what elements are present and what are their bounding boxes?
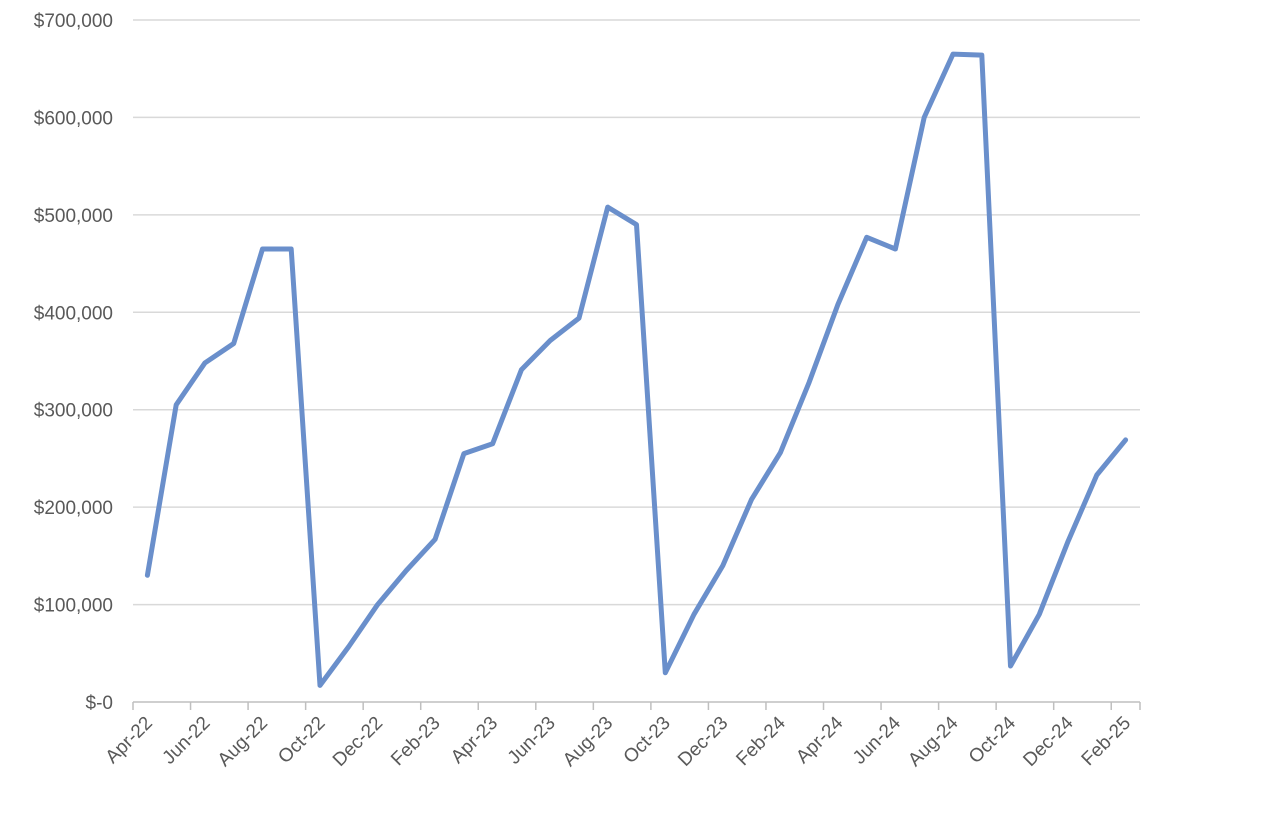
y-tick-label: $200,000 bbox=[34, 498, 113, 519]
x-tick-label: Apr-22 bbox=[102, 713, 157, 768]
x-axis-tick-marks bbox=[132, 702, 1141, 710]
x-tick-label: Feb-23 bbox=[387, 713, 444, 770]
x-tick-label: Jun-23 bbox=[504, 713, 560, 769]
x-tick-label: Dec-24 bbox=[1019, 712, 1077, 770]
x-tick-label: Aug-23 bbox=[559, 713, 617, 771]
x-tick-label: Dec-22 bbox=[329, 713, 387, 771]
y-tick-label: $700,000 bbox=[34, 11, 113, 32]
x-tick-label: Apr-23 bbox=[447, 713, 502, 768]
x-tick-label: Feb-24 bbox=[732, 712, 790, 770]
x-tick-label: Oct-24 bbox=[965, 712, 1020, 767]
x-tick-label: Apr-24 bbox=[792, 712, 847, 767]
x-tick-label: Aug-24 bbox=[904, 712, 962, 770]
x-tick-label: Oct-22 bbox=[274, 713, 329, 768]
gridlines bbox=[133, 19, 1140, 606]
x-tick-label: Feb-25 bbox=[1078, 713, 1135, 770]
y-tick-label: $300,000 bbox=[34, 401, 113, 422]
series-line bbox=[144, 51, 1129, 688]
y-tick-label: $600,000 bbox=[34, 108, 113, 129]
y-tick-label: $400,000 bbox=[34, 303, 113, 324]
y-tick-label: $100,000 bbox=[34, 596, 113, 617]
x-tick-label: Dec-23 bbox=[674, 713, 732, 771]
x-tick-label: Jun-22 bbox=[159, 713, 215, 769]
y-tick-label: $500,000 bbox=[34, 206, 113, 227]
y-axis-tick-labels: $-0 $100,000 $200,000 $300,000 $400,000 $500,… bbox=[34, 11, 113, 714]
x-tick-label: Aug-22 bbox=[214, 713, 272, 771]
y-tick-label: $-0 bbox=[86, 693, 113, 714]
x-axis-tick-labels: Apr-22 Jun-22 Aug-22 Oct-22 Dec-22 Feb-23 Apr-… bbox=[102, 712, 1135, 770]
x-tick-label: Oct-23 bbox=[620, 713, 675, 768]
x-tick-label: Jun-24 bbox=[849, 712, 905, 768]
